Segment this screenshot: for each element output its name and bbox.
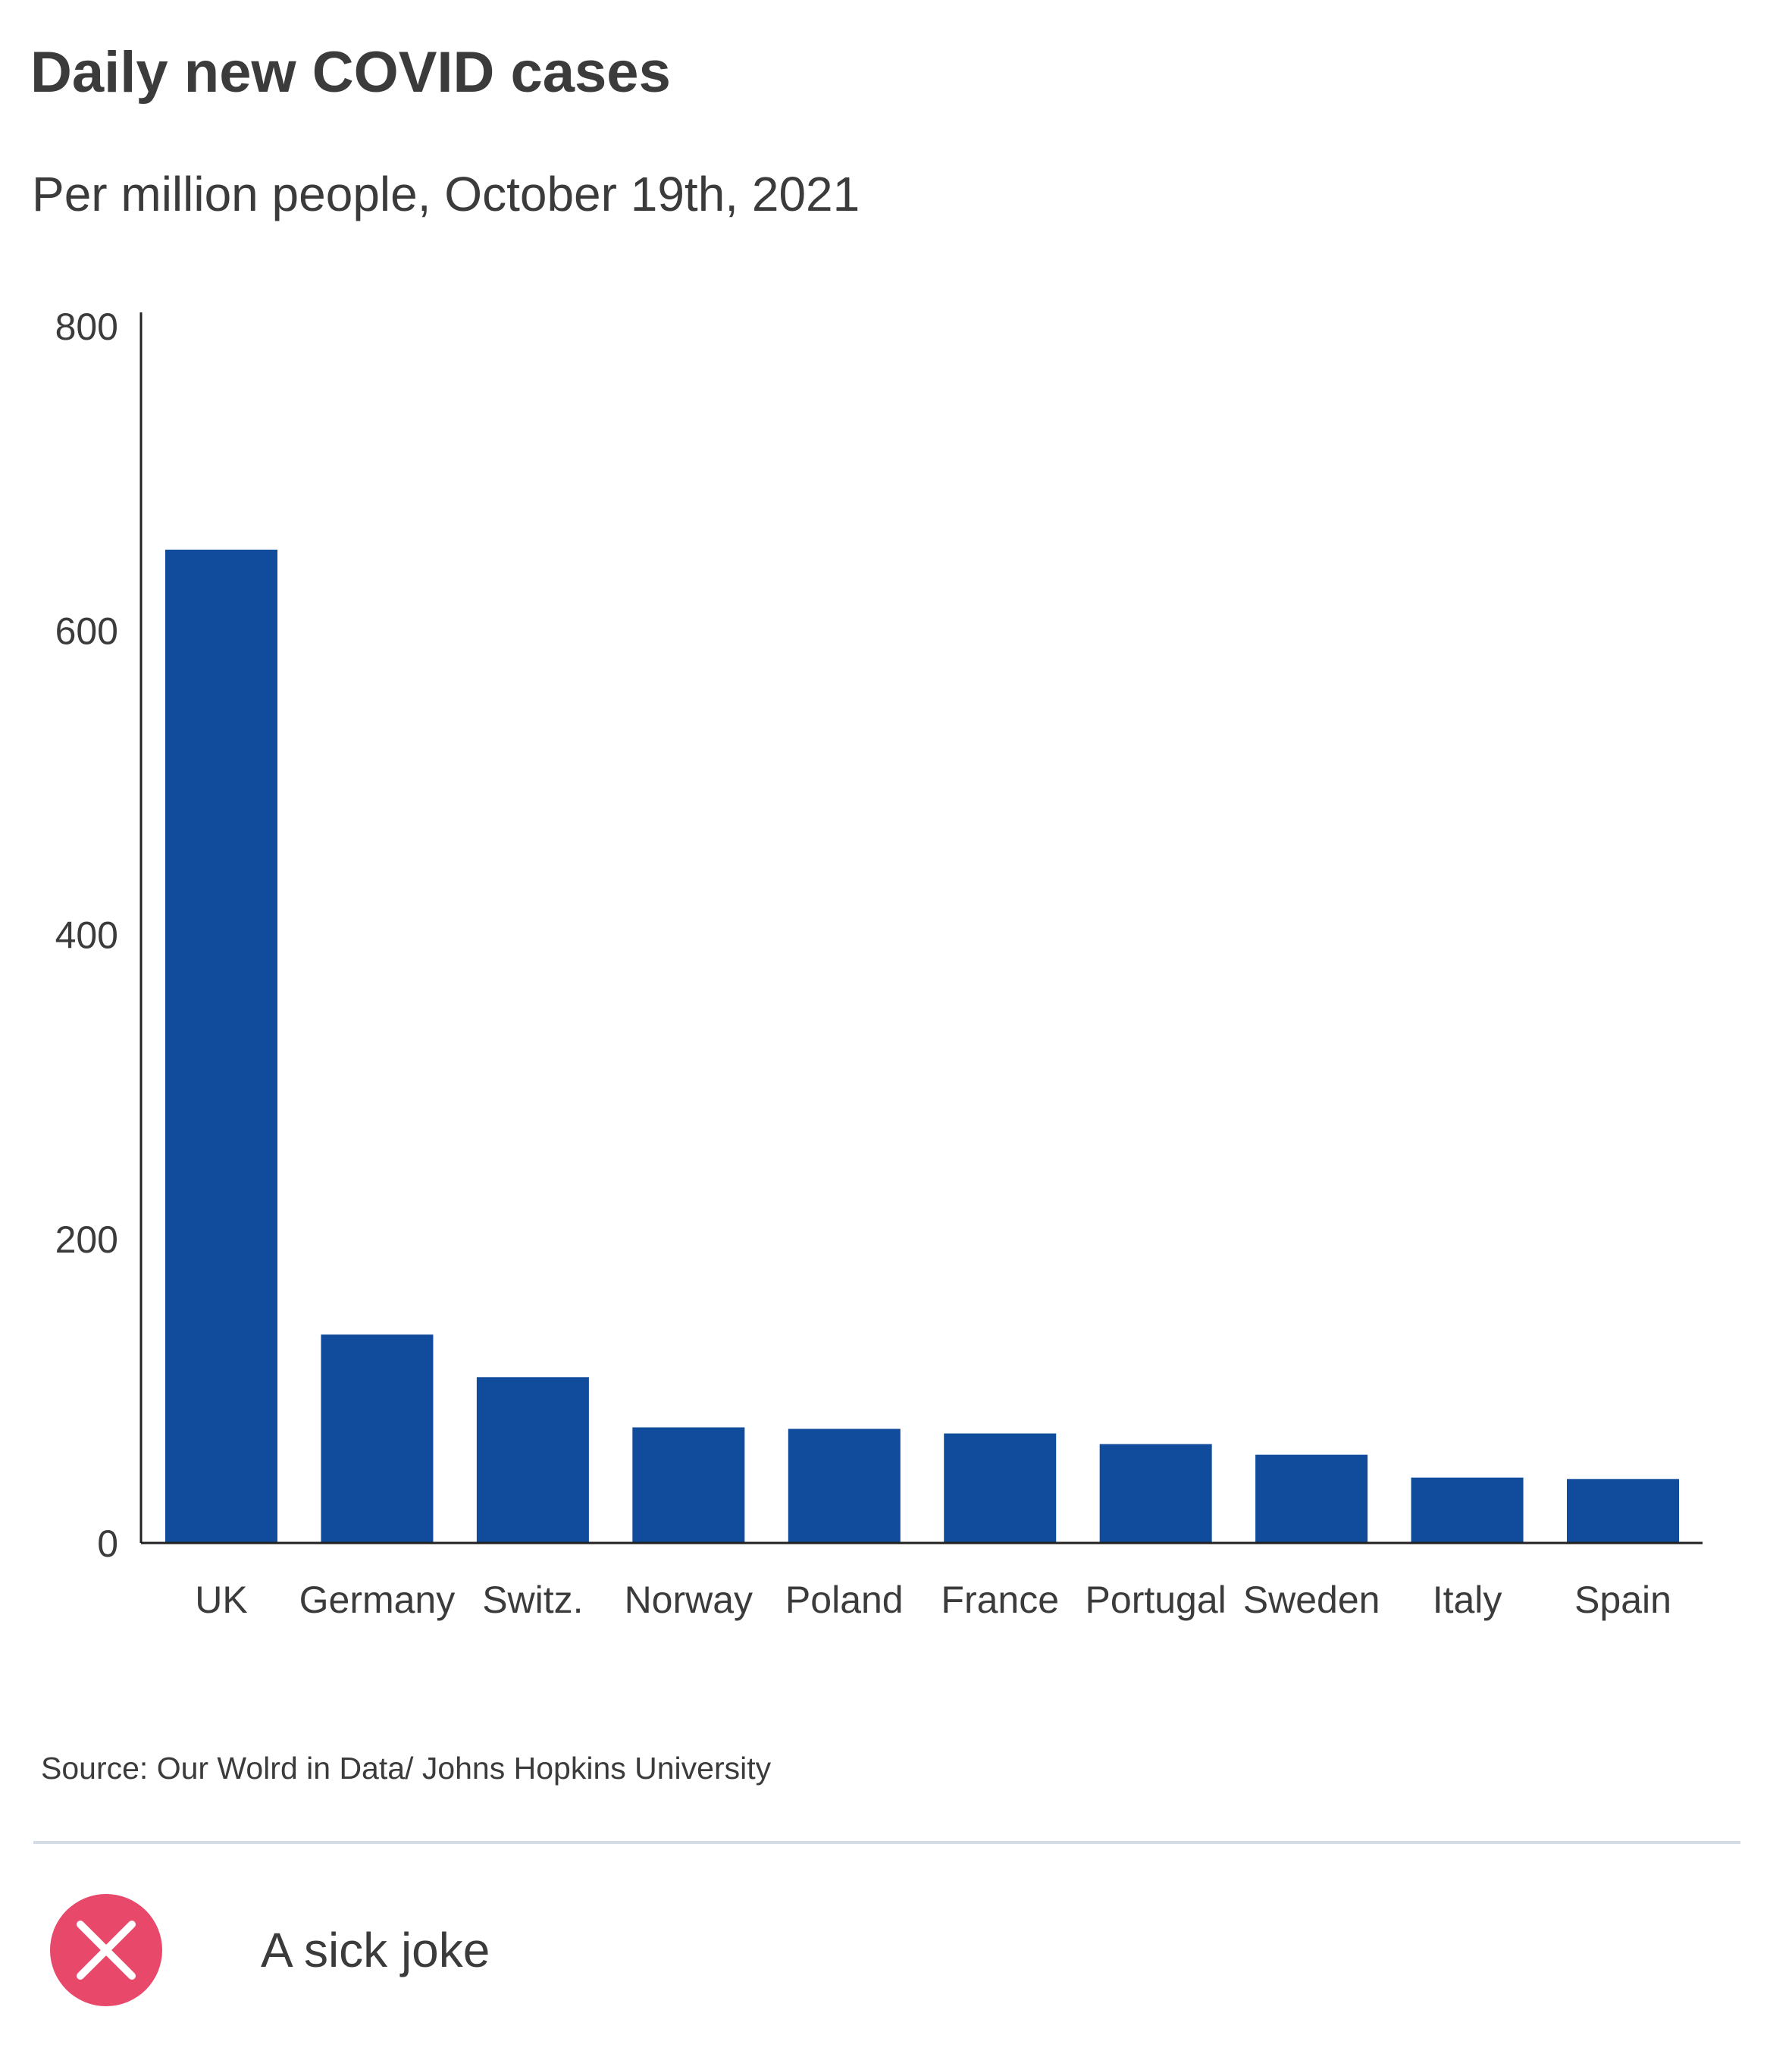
x-tick-label: Italy <box>1433 1579 1502 1621</box>
bars <box>165 549 1679 1544</box>
bar-switz <box>476 1377 589 1543</box>
chart-title: Daily new COVID cases <box>30 40 671 105</box>
y-axis-ticks: 0 200 400 600 800 <box>55 306 118 1565</box>
x-axis-labels: UK Germany Switz. Norway Poland France Portuga… <box>195 1579 1671 1621</box>
bar-portugal <box>1099 1444 1212 1543</box>
divider <box>33 1841 1740 1844</box>
bar-spain <box>1567 1479 1679 1543</box>
x-tick-label: Portugal <box>1086 1579 1227 1621</box>
x-tick-label: Switz. <box>482 1579 583 1621</box>
y-tick-label: 200 <box>55 1218 118 1261</box>
close-icon <box>50 1894 162 2006</box>
x-tick-label: Sweden <box>1243 1579 1380 1621</box>
bar-chart: 0 200 400 600 800 UK Germany Switz. Norway Polan… <box>55 306 1703 1621</box>
bar-germany <box>321 1334 434 1543</box>
verdict-label: A sick joke <box>261 1923 490 1977</box>
x-tick-label: Norway <box>625 1579 753 1621</box>
y-tick-label: 800 <box>55 306 118 348</box>
x-tick-label: UK <box>195 1579 247 1621</box>
bar-italy <box>1411 1477 1524 1543</box>
source-note: Source: Our Wolrd in Data/ Johns Hopkins… <box>41 1751 772 1786</box>
verdict: A sick joke <box>50 1894 490 2006</box>
y-tick-label: 600 <box>55 610 118 652</box>
bar-sweden <box>1255 1454 1368 1543</box>
y-tick-label: 400 <box>55 914 118 957</box>
bar-poland <box>788 1428 901 1543</box>
x-tick-label: France <box>941 1579 1059 1621</box>
y-tick-label: 0 <box>97 1522 118 1565</box>
x-tick-label: Spain <box>1574 1579 1671 1621</box>
bar-uk <box>165 549 277 1544</box>
x-tick-label: Germany <box>299 1579 456 1621</box>
bar-france <box>944 1433 1057 1543</box>
x-tick-label: Poland <box>785 1579 904 1621</box>
chart-subtitle: Per million people, October 19th, 2021 <box>32 167 860 221</box>
bar-norway <box>632 1427 745 1543</box>
